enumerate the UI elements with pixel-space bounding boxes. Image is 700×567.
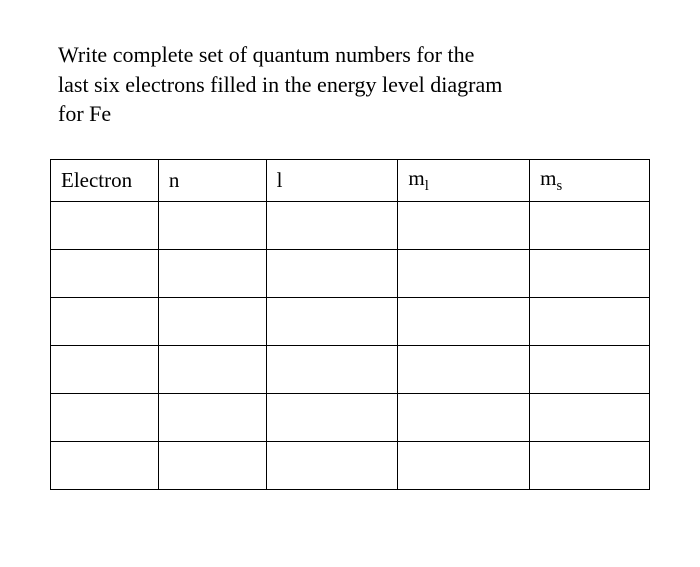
cell-ms: [530, 202, 650, 250]
header-n: n: [158, 160, 266, 202]
prompt-line-2: last six electrons filled in the energy …: [58, 72, 502, 97]
cell-electron: [51, 442, 159, 490]
cell-n: [158, 298, 266, 346]
cell-l: [266, 346, 398, 394]
cell-n: [158, 394, 266, 442]
cell-ml: [398, 298, 530, 346]
header-l: l: [266, 160, 398, 202]
quantum-numbers-table: Electron n l ml ms: [50, 159, 650, 490]
header-ml-base: m: [408, 166, 424, 190]
cell-l: [266, 394, 398, 442]
header-electron: Electron: [51, 160, 159, 202]
cell-electron: [51, 202, 159, 250]
prompt-line-1: Write complete set of quantum numbers fo…: [58, 42, 474, 67]
cell-n: [158, 442, 266, 490]
table-row: [51, 298, 650, 346]
cell-l: [266, 298, 398, 346]
table-row: [51, 250, 650, 298]
table-row: [51, 202, 650, 250]
cell-ml: [398, 346, 530, 394]
question-prompt: Write complete set of quantum numbers fo…: [50, 40, 650, 129]
header-ml: ml: [398, 160, 530, 202]
cell-ms: [530, 346, 650, 394]
cell-electron: [51, 298, 159, 346]
cell-ms: [530, 250, 650, 298]
cell-ms: [530, 298, 650, 346]
table-row: [51, 346, 650, 394]
cell-electron: [51, 346, 159, 394]
header-ms: ms: [530, 160, 650, 202]
cell-ml: [398, 202, 530, 250]
table-row: [51, 394, 650, 442]
cell-electron: [51, 394, 159, 442]
prompt-line-3: for Fe: [58, 101, 111, 126]
cell-electron: [51, 250, 159, 298]
cell-ms: [530, 442, 650, 490]
header-ms-base: m: [540, 166, 556, 190]
cell-ml: [398, 442, 530, 490]
table-header-row: Electron n l ml ms: [51, 160, 650, 202]
cell-l: [266, 442, 398, 490]
cell-ml: [398, 394, 530, 442]
cell-l: [266, 202, 398, 250]
header-ms-sub: s: [557, 178, 563, 194]
cell-n: [158, 202, 266, 250]
cell-l: [266, 250, 398, 298]
cell-n: [158, 346, 266, 394]
table-row: [51, 442, 650, 490]
header-ml-sub: l: [425, 178, 429, 194]
cell-ms: [530, 394, 650, 442]
cell-n: [158, 250, 266, 298]
cell-ml: [398, 250, 530, 298]
